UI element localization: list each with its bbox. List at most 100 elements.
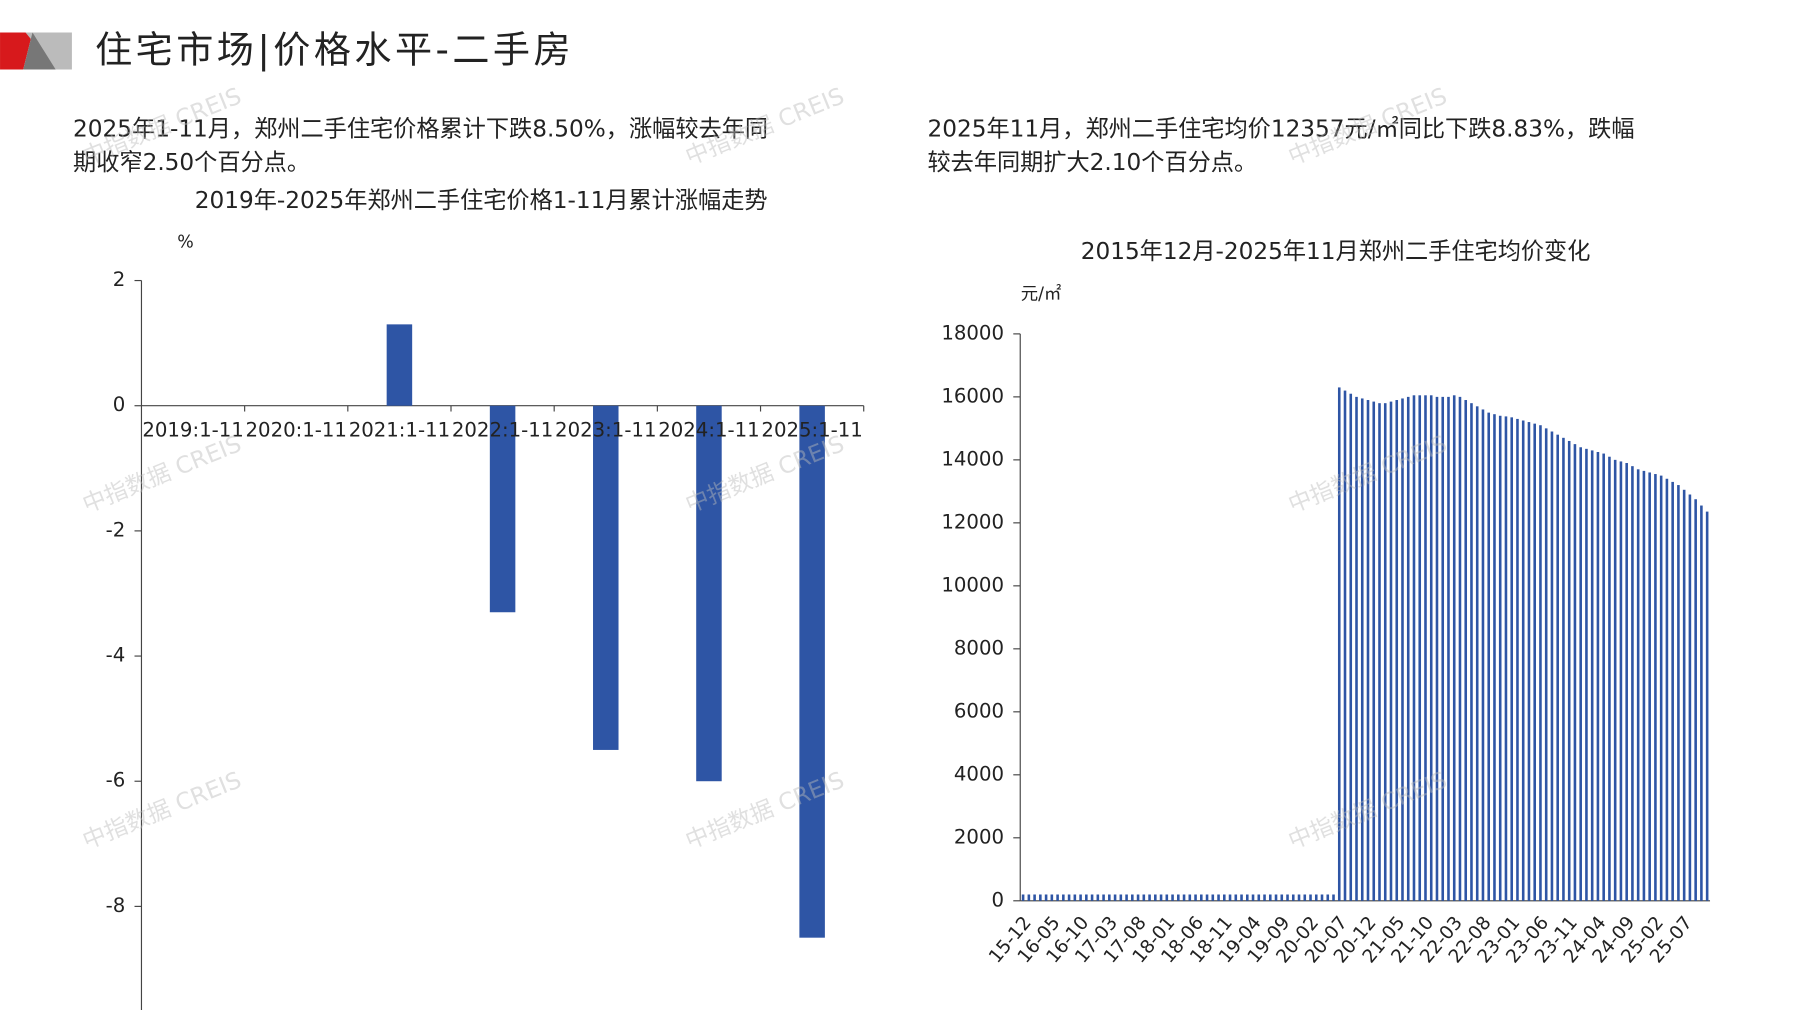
bar xyxy=(1406,396,1410,901)
bar xyxy=(1234,894,1238,901)
bar xyxy=(1320,894,1324,901)
bar xyxy=(1596,451,1600,901)
y-tick-label: 2000 xyxy=(954,825,1004,848)
bar xyxy=(1355,396,1358,901)
bar xyxy=(1613,459,1617,901)
y-tick-label: 12000 xyxy=(941,510,1004,533)
bar xyxy=(1177,894,1180,901)
bar xyxy=(1021,894,1025,901)
bar xyxy=(1412,395,1416,901)
bar xyxy=(1067,894,1071,901)
bar xyxy=(1165,894,1169,901)
bar xyxy=(1291,894,1295,901)
bar xyxy=(1447,396,1450,901)
y-axis-label: % xyxy=(177,232,194,252)
summary-text: 较去年同期扩大2.10个百分点。 xyxy=(927,149,1257,176)
bar xyxy=(1039,894,1042,901)
bar xyxy=(1056,894,1059,901)
bar xyxy=(1659,475,1663,901)
bar xyxy=(1435,396,1439,901)
bar xyxy=(1539,425,1542,901)
y-tick-label: 14000 xyxy=(941,447,1004,470)
y-tick-label: 8000 xyxy=(954,636,1004,659)
y-tick-label: 0 xyxy=(113,393,126,416)
y-tick-label: 16000 xyxy=(941,384,1004,407)
summary-text: 2025年1-11月，郑州二手住宅价格累计下跌8.50%，涨幅较去年同 xyxy=(73,115,768,142)
bar xyxy=(386,324,413,406)
bar xyxy=(1136,894,1140,901)
bar xyxy=(1475,406,1479,901)
x-tick-label: 2024:1-11 xyxy=(658,419,759,442)
bar xyxy=(489,405,516,613)
bar xyxy=(1090,894,1094,901)
bar xyxy=(1487,412,1491,901)
bar xyxy=(696,405,722,782)
y-axis-label: 元/㎡ xyxy=(1021,284,1062,304)
bar xyxy=(1700,505,1703,901)
bar xyxy=(1579,447,1582,901)
bar xyxy=(1481,409,1485,901)
bar xyxy=(1671,481,1674,901)
bar xyxy=(1286,894,1289,901)
bar xyxy=(1424,395,1427,901)
bar xyxy=(1119,894,1123,901)
bar xyxy=(1372,401,1376,901)
y-tick-label: 4000 xyxy=(954,762,1004,785)
x-tick-label: 2019:1-11 xyxy=(142,419,243,442)
watermark: 中指数据 CREIS xyxy=(79,767,245,855)
bar xyxy=(1027,894,1031,901)
bar xyxy=(1188,894,1192,901)
y-tick-label: 6000 xyxy=(954,699,1004,722)
bar xyxy=(1395,400,1399,901)
bar xyxy=(1516,418,1519,901)
bar xyxy=(1228,894,1232,901)
bar xyxy=(1085,894,1088,901)
bar xyxy=(1677,485,1680,901)
bar xyxy=(1309,894,1312,901)
bar xyxy=(1602,453,1605,901)
bar xyxy=(1050,894,1054,901)
bar xyxy=(1642,470,1646,901)
bar xyxy=(1211,894,1215,901)
bar xyxy=(1268,894,1272,901)
bar xyxy=(1182,894,1186,901)
bar xyxy=(1251,894,1255,901)
summary-text: 期收窄2.50个百分点。 xyxy=(73,149,310,176)
bar xyxy=(1349,393,1353,901)
watermark: 中指数据 CREIS xyxy=(79,430,245,518)
bar xyxy=(1033,894,1036,901)
bar xyxy=(1504,416,1508,901)
bar xyxy=(1343,390,1347,901)
bar xyxy=(1062,894,1065,901)
bar xyxy=(1625,463,1628,901)
bar xyxy=(1297,894,1301,901)
bar xyxy=(1360,398,1364,901)
bar xyxy=(1401,398,1404,901)
bar xyxy=(1303,894,1307,901)
bar xyxy=(1240,894,1243,901)
y-tick-label: 0 xyxy=(991,888,1004,911)
bar xyxy=(1493,414,1496,901)
chart-title: 2019年-2025年郑州二手住宅价格1-11月累计涨幅走势 xyxy=(195,187,768,214)
bar xyxy=(1326,894,1330,901)
bar xyxy=(1222,894,1226,901)
bar xyxy=(1527,422,1531,901)
bar xyxy=(1280,894,1284,901)
y-tick-label: -6 xyxy=(106,769,126,792)
bar xyxy=(1102,894,1105,901)
bar xyxy=(1096,894,1100,901)
bar xyxy=(1470,403,1473,901)
bar xyxy=(1044,894,1048,901)
x-tick-label: 2020:1-11 xyxy=(246,419,347,442)
bar xyxy=(1521,420,1525,901)
bar xyxy=(1366,400,1370,901)
bar xyxy=(1159,894,1163,901)
bar xyxy=(1171,894,1174,901)
bar xyxy=(1585,448,1588,901)
chart-title: 2015年12月-2025年11月郑州二手住宅均价变化 xyxy=(1081,238,1591,265)
y-tick-label: -4 xyxy=(106,644,126,667)
bar xyxy=(1245,894,1249,901)
y-tick-label: 18000 xyxy=(941,321,1004,344)
